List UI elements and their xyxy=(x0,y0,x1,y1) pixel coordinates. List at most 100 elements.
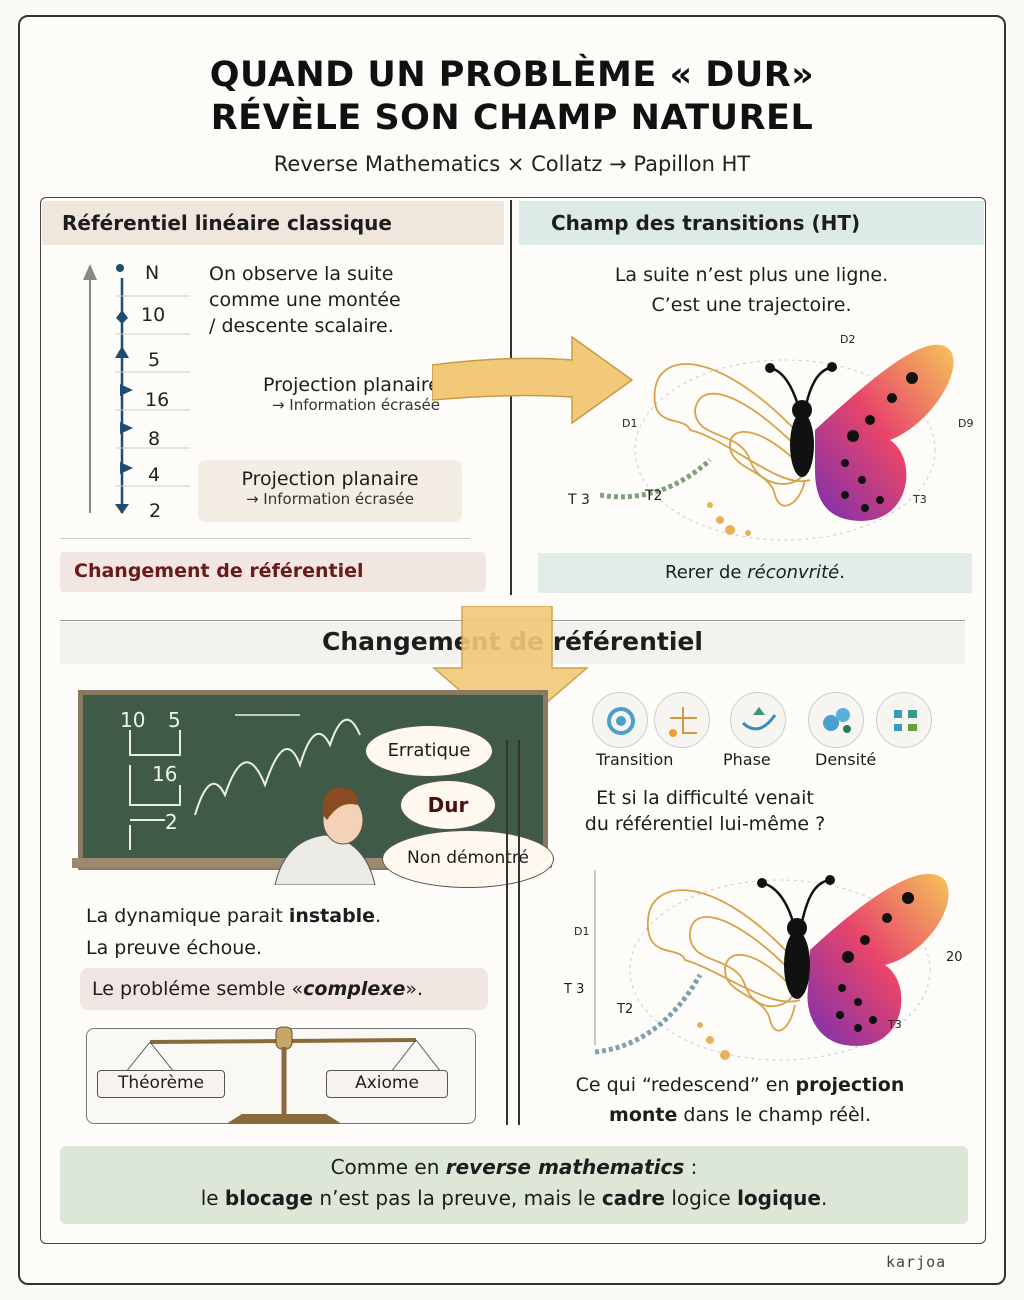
divider xyxy=(60,538,470,539)
caption-bold-projection: projection xyxy=(795,1074,905,1096)
instable-prefix: La dynamique parait xyxy=(86,905,289,927)
question-line-2: du référentiel lui-même ? xyxy=(584,813,826,835)
left-panel-title: Référentiel linéaire classique xyxy=(42,201,504,245)
dots-icon xyxy=(808,692,864,748)
linear-axis-diagram xyxy=(83,264,190,514)
bubble-non-demontre: Non démontré xyxy=(382,830,554,888)
signature: karjoa xyxy=(886,1253,947,1271)
label-t3-right-bottom: T3 xyxy=(888,1018,902,1031)
c2f: logique xyxy=(737,1186,821,1210)
label-t2: T2 xyxy=(645,488,663,504)
big-arrow-right-icon xyxy=(432,335,634,425)
c2c: n’est pas la preuve, mais le xyxy=(313,1186,602,1210)
projection-1-note: → Information écrasée xyxy=(271,396,440,414)
right-panel-title: Champ des transitions (HT) xyxy=(519,201,984,245)
axis-label-5: 5 xyxy=(148,349,161,371)
observe-text: On observe la suite comme une montée / d… xyxy=(209,261,401,339)
caption-line-1: Ce qui “redescend” en projection xyxy=(530,1072,950,1098)
lower-divider-left xyxy=(506,740,508,1125)
projection-2-note: → Information écrasée xyxy=(245,490,415,508)
caption-text: Ce qui “redescend” en projection monte d… xyxy=(530,1072,950,1128)
complexe-italic: complexe xyxy=(303,978,406,1000)
axis-label-2: 2 xyxy=(149,500,162,522)
bubble-erratique: Erratique xyxy=(365,725,493,777)
subtitle: Reverse Mathematics × Collatz → Papillon… xyxy=(273,152,751,176)
label-d2: D2 xyxy=(840,333,856,346)
projection-2-title: Projection planaire xyxy=(241,468,419,490)
conclusion-box: Comme en reverse mathematics : le blocag… xyxy=(60,1146,968,1224)
trajectory-line-1: La suite n’est plus une ligne. xyxy=(614,264,889,286)
caption-suffix: dans le champ réèl. xyxy=(677,1104,871,1126)
projection-1-title: Projection planaire xyxy=(262,374,440,396)
label-t2-bottom: T2 xyxy=(617,1002,634,1017)
instable-line: La dynamique parait instable. xyxy=(86,903,381,929)
grid-icon xyxy=(876,692,932,748)
caption-prefix: Ce qui “redescend” en xyxy=(575,1074,796,1096)
lower-divider-right xyxy=(518,740,520,1125)
change-referential-label: Changement de référentiel xyxy=(60,552,486,592)
board-number-2: 2 xyxy=(165,810,178,834)
label-d1: D1 xyxy=(622,417,638,430)
conclusion-suffix: : xyxy=(684,1155,698,1179)
complexe-suffix: ». xyxy=(405,978,424,1000)
label-20: 20 xyxy=(946,950,963,965)
conclusion-line-1: Comme en reverse mathematics : xyxy=(60,1152,968,1183)
axis-label-16: 16 xyxy=(145,389,170,411)
butterfly-illustration-bottom xyxy=(594,870,949,1061)
projection-1: Projection planaire → Information écrasé… xyxy=(200,374,440,414)
c2a: le xyxy=(200,1186,225,1210)
bubble-dur: Dur xyxy=(400,780,496,830)
butterfly-illustration-top xyxy=(600,344,954,541)
branch-icon xyxy=(654,692,710,748)
icon-label-phase: Phase xyxy=(723,750,771,769)
c2e: logice xyxy=(665,1186,738,1210)
label-d9: D9 xyxy=(958,417,974,430)
axiome-pan: Axiome xyxy=(326,1070,448,1098)
panel-divider xyxy=(510,200,512,595)
balance-scale-icon xyxy=(125,1026,442,1124)
question-line-1: Et si la difficulté venait xyxy=(596,787,814,809)
observe-line-2: comme une montée xyxy=(209,289,401,311)
observe-line-3: / descente scalaire. xyxy=(209,315,394,337)
axis-label-4: 4 xyxy=(148,464,161,486)
thinking-person xyxy=(274,787,376,885)
projection-2-box: Projection planaire → Information écrasé… xyxy=(198,460,462,522)
axis-label-10: 10 xyxy=(141,304,166,326)
caption-line-2: monte dans le champ réèl. xyxy=(530,1102,950,1128)
label-d1-bottom: D1 xyxy=(574,925,590,938)
label-t3-right: T3 xyxy=(913,493,927,506)
instable-suffix: . xyxy=(375,905,382,927)
footer-italic: réconvrité xyxy=(747,562,840,583)
complexe-prefix: Le probléme semble « xyxy=(92,978,304,1000)
axis-label-n: N xyxy=(145,262,160,284)
preuve-line: La preuve échoue. xyxy=(86,937,263,959)
theoreme-pan: Théorème xyxy=(97,1070,225,1098)
content-frame xyxy=(40,197,986,1244)
board-number-16: 16 xyxy=(152,762,178,786)
board-number-5: 5 xyxy=(168,708,181,732)
arc-icon xyxy=(730,692,786,748)
icon-label-densite: Densité xyxy=(815,750,877,769)
title-line-2: RÉVÈLE SON CHAMP NATUREL xyxy=(210,98,814,138)
label-t3-left: T 3 xyxy=(568,492,590,508)
conclusion-line-2: le blocage n’est pas la preuve, mais le … xyxy=(60,1183,968,1214)
footer-prefix: Rerer de xyxy=(665,562,748,583)
conclusion-bold: reverse mathematics xyxy=(445,1155,685,1179)
axis-label-8: 8 xyxy=(148,428,161,450)
observe-line-1: On observe la suite xyxy=(209,263,394,285)
big-arrow-down-icon xyxy=(432,606,590,735)
c2g: . xyxy=(820,1186,828,1210)
label-t3-bottom: T 3 xyxy=(564,982,585,997)
chalk-graph xyxy=(129,714,361,850)
complexe-line: Le probléme semble «complexe». xyxy=(80,968,488,1010)
trajectory-line-2: C’est une trajectoire. xyxy=(651,294,852,316)
board-number-10: 10 xyxy=(120,708,146,732)
c2d: cadre xyxy=(601,1186,665,1210)
question-text: Et si la difficulté venait du référentie… xyxy=(530,785,880,837)
right-panel-footer: Rerer de réconvrité. xyxy=(538,553,972,593)
caption-bold-monte: monte xyxy=(609,1104,678,1126)
c2b: blocage xyxy=(224,1186,314,1210)
conclusion-prefix: Comme en xyxy=(330,1155,446,1179)
trajectory-text: La suite n’est plus une ligne. C’est une… xyxy=(519,262,984,318)
title-line-1: QUAND UN PROBLÈME « DUR» xyxy=(209,55,815,95)
